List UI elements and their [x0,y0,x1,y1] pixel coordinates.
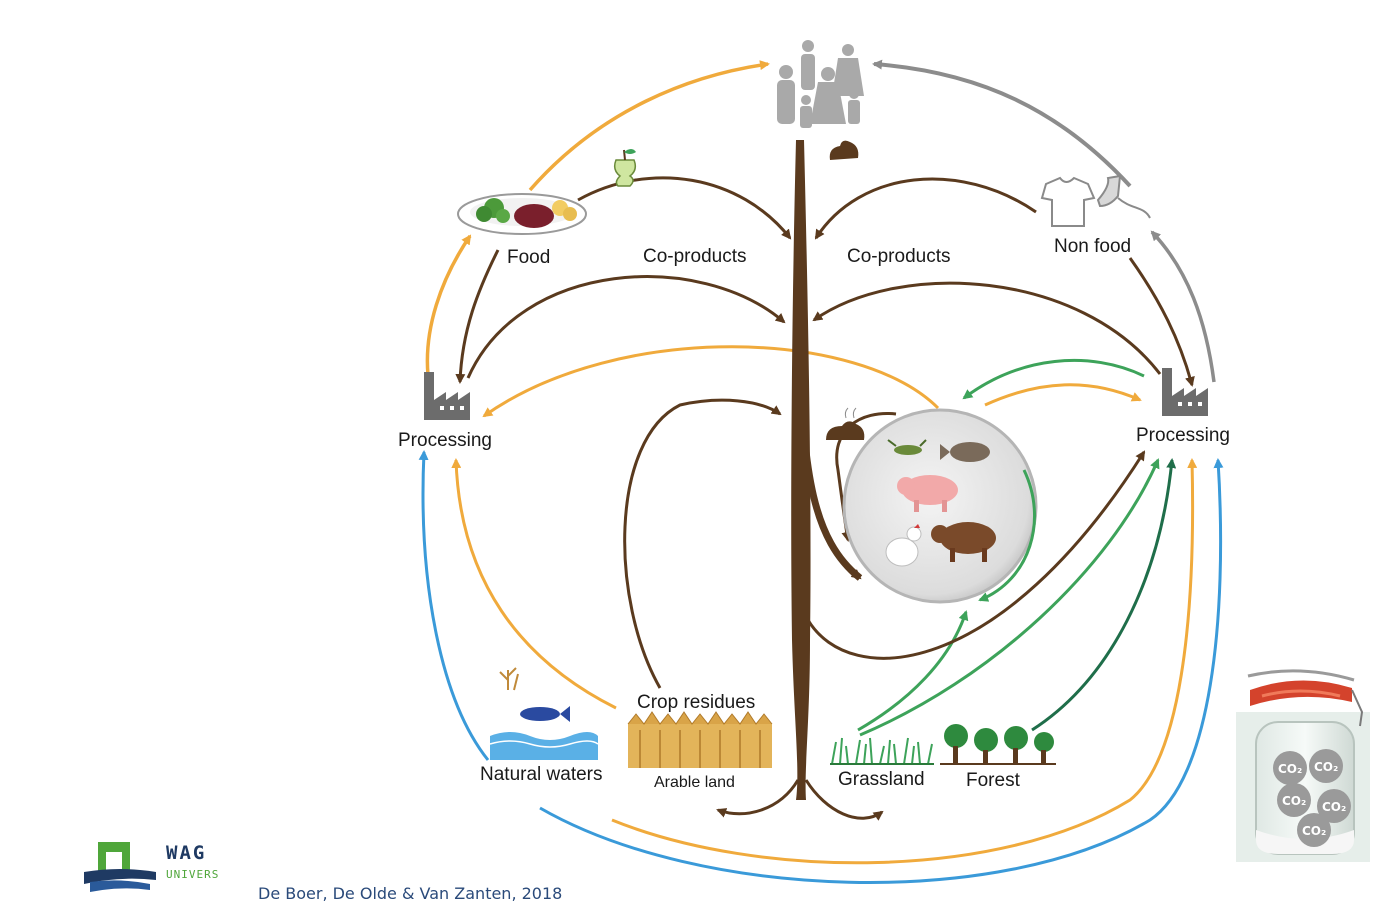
livestock-circle [842,408,1038,604]
forest-icon [940,724,1056,765]
outer-flow-arrows [418,59,1224,884]
plug-icon [1096,174,1151,219]
fish-icon [940,442,990,462]
arrow-processing-to-nonfood [1150,230,1216,383]
label-food: Food [507,247,550,268]
label-natural-waters: Natural waters [480,764,603,785]
root-right [804,779,884,821]
label-grassland: Grassland [838,769,925,790]
poop-icon [829,140,859,160]
manure-icon [826,407,865,440]
arrow-grassland-to-animals [857,610,969,732]
arrow-grassland-to-processing [859,458,1160,737]
arrow-processing-to-food [425,234,472,376]
label-processing-left: Processing [398,430,492,451]
arrow-nonfood-to-processing [1128,257,1195,387]
pig-icon [897,475,958,512]
branch-food-top [577,176,792,240]
label-crop-residues: Crop residues [637,692,755,713]
co2-jar-icon: CO₂ CO₂ CO₂ CO₂ CO₂ [1236,669,1370,862]
arrow-forest-to-processing [1031,458,1177,732]
tshirt-icon [1040,176,1096,227]
branch-crop-residues [623,398,782,689]
arrow-animals-to-processing-left [482,345,940,418]
logo-subtitle: UNIVERS [166,868,219,881]
factory-icon-left [424,372,470,420]
citation: De Boer, De Olde & Van Zanten, 2018 [258,884,563,903]
arrow-bottom-orange [611,458,1198,865]
food-plate-icon [457,193,587,235]
co2-label-3: CO₂ [1282,794,1306,808]
arrow-animals-to-processing-orange [984,383,1142,407]
branch-nonfood-top [814,177,1037,240]
co2-label-1: CO₂ [1278,762,1302,776]
arrow-animals-to-processing-brown [806,450,1146,660]
co2-label-4: CO₂ [1322,800,1346,814]
arable-land-wheat-icon [627,711,773,768]
co2-label-5: CO₂ [1302,824,1326,838]
root-left [716,779,800,818]
seaweed-icon [499,667,519,691]
arrow-food-to-people [528,60,770,192]
trunk-to-animals [796,359,863,581]
tree-trunk [791,140,811,800]
label-co-products-left: Co-products [643,246,747,267]
arrow-land-to-processing-left [451,458,617,710]
arrow-water-to-processing [418,450,490,761]
natural-waters-icon [489,732,599,760]
label-non-food: Non food [1054,236,1131,257]
label-processing-right: Processing [1136,425,1230,446]
arrow-bottom-blue [539,458,1224,884]
cow-icon [931,522,996,562]
branch-processing-right [812,281,1162,375]
apple-core-icon [613,149,637,187]
arrow-processing-to-animals-green [962,358,1145,400]
insect-icon [887,439,927,455]
people-family-icon [777,40,864,160]
branch-processing-left [466,275,786,379]
wageningen-logo: WAG UNIVERS [84,842,219,892]
tuna-icon [520,706,570,722]
label-forest: Forest [966,770,1021,791]
factory-icon-right [1162,368,1208,416]
label-co-products-right: Co-products [847,246,951,267]
chicken-icon [885,524,922,567]
co2-label-2: CO₂ [1314,760,1338,774]
label-arable-land: Arable land [654,774,735,791]
arrow-nonfood-to-people [872,59,1132,188]
arrow-food-to-processing [455,249,500,384]
central-tree-flows [466,140,1162,821]
grassland-icon [830,737,934,765]
logo-name: WAG [166,842,206,864]
